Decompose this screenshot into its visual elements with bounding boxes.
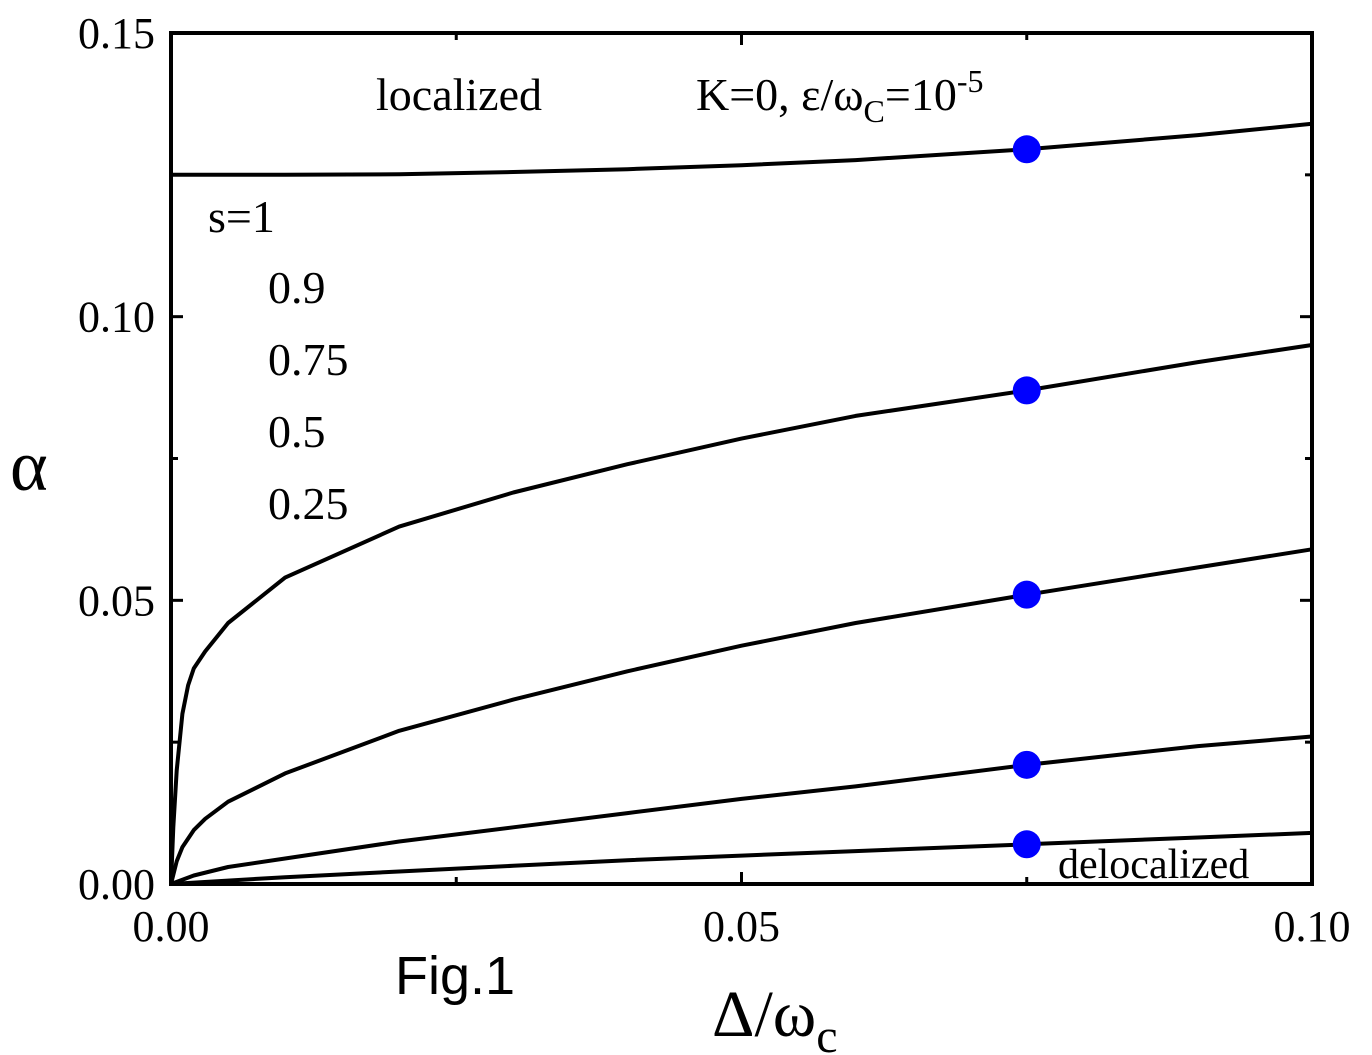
params-superscript: -5 bbox=[957, 63, 984, 99]
params-prefix: K=0, ε/ω bbox=[696, 69, 864, 120]
params-mid: =10 bbox=[885, 69, 957, 120]
s-label-4: 0.5 bbox=[268, 406, 326, 457]
s-label-1: s=1 bbox=[208, 191, 275, 242]
series-line-4 bbox=[170, 734, 1313, 886]
x-axis-label: Δ/ωc bbox=[712, 978, 838, 1055]
parameters-label: K=0, ε/ωC=10-5 bbox=[696, 63, 984, 129]
s-label-3: 0.75 bbox=[268, 334, 349, 385]
s-label-5: 0.25 bbox=[268, 478, 349, 529]
tick-labels-group: 0.00 0.05 0.10 0.00 0.05 0.10 0.15 bbox=[78, 9, 1351, 951]
localized-label: localized bbox=[376, 69, 542, 120]
markers-group bbox=[1012, 135, 1041, 859]
y-tick-label-2: 0.10 bbox=[78, 293, 155, 342]
x-tick-label-0: 0.00 bbox=[133, 902, 210, 951]
y-tick-label-0: 0.00 bbox=[78, 860, 155, 909]
ticks-group bbox=[169, 31, 1314, 886]
s-label-2: 0.9 bbox=[268, 262, 326, 313]
data-point-3 bbox=[1012, 580, 1041, 609]
data-point-5 bbox=[1012, 830, 1041, 859]
y-axis-label: α bbox=[10, 426, 48, 506]
figure-label: Fig.1 bbox=[395, 946, 515, 1006]
series-line-1 bbox=[171, 121, 1313, 177]
series-line-3 bbox=[169, 547, 1313, 885]
params-subscript: C bbox=[864, 93, 885, 129]
x-tick-label-2: 0.10 bbox=[1274, 902, 1351, 951]
x-tick-label-1: 0.05 bbox=[703, 902, 780, 951]
series-line-5 bbox=[170, 830, 1313, 886]
x-axis-label-main: Δ/ω bbox=[712, 978, 816, 1051]
delocalized-label: delocalized bbox=[1058, 842, 1249, 888]
plot-frame bbox=[169, 31, 1314, 886]
data-point-4 bbox=[1012, 750, 1041, 779]
data-point-1 bbox=[1012, 135, 1041, 164]
curves-group bbox=[169, 121, 1313, 886]
y-tick-label-3: 0.15 bbox=[78, 9, 155, 58]
x-axis-label-subscript: c bbox=[816, 1010, 837, 1055]
y-tick-label-1: 0.05 bbox=[78, 576, 155, 625]
series-line-2 bbox=[169, 343, 1313, 885]
data-point-2 bbox=[1012, 376, 1041, 405]
